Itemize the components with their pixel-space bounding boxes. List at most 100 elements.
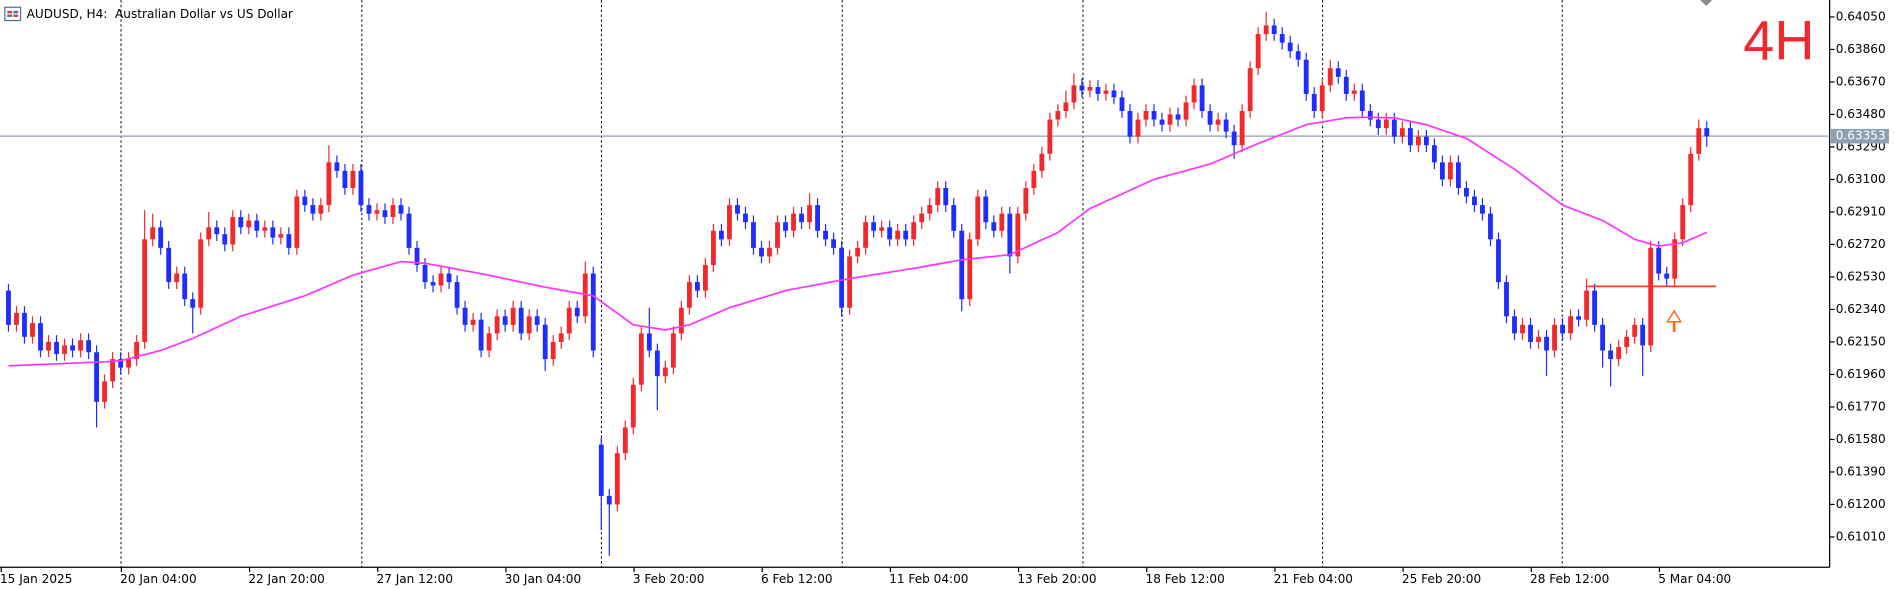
candle-body	[1415, 136, 1421, 146]
candle-body	[1536, 336, 1541, 342]
candle-body	[951, 205, 957, 231]
candle-body	[558, 333, 564, 342]
x-tick-label: 18 Feb 12:00	[1146, 572, 1225, 586]
candle-body	[1391, 119, 1397, 137]
candle-body	[1456, 162, 1461, 188]
candle-body	[1680, 205, 1686, 240]
candle-body	[959, 230, 965, 300]
candle-body	[1255, 34, 1261, 69]
candle-body	[238, 217, 244, 228]
candle-body	[1696, 128, 1702, 154]
candle-body	[1608, 350, 1614, 360]
candle-body	[879, 227, 885, 231]
candle-body	[975, 196, 981, 240]
candle-body	[366, 205, 372, 214]
x-tick-label: 3 Feb 20:00	[633, 572, 705, 586]
candle-body	[1279, 34, 1285, 43]
candle-body	[478, 319, 484, 351]
candle-body	[142, 239, 148, 342]
candle-body	[166, 247, 172, 283]
candle-body	[1167, 114, 1173, 125]
x-tick-label: 27 Jan 12:00	[377, 572, 454, 586]
candle-body	[102, 381, 108, 402]
candle-body	[1447, 162, 1453, 180]
candle-body	[1199, 85, 1205, 112]
y-tick-label: 0.64050	[1836, 9, 1886, 23]
candle-body	[999, 213, 1005, 231]
candle-body	[1175, 114, 1181, 120]
candle-body	[486, 333, 492, 351]
candle-body	[1351, 90, 1357, 94]
y-tick-label: 0.63670	[1836, 74, 1886, 88]
candle-body	[30, 323, 35, 337]
candle-body	[502, 316, 508, 325]
candle-body	[1439, 162, 1445, 180]
candle-body	[1656, 247, 1662, 274]
candle-body	[1375, 119, 1381, 129]
candle-body	[574, 307, 580, 317]
candle-body	[198, 239, 204, 308]
candle-body	[430, 282, 436, 286]
candle-body	[150, 227, 156, 240]
candle-body	[398, 205, 404, 214]
candle-body	[110, 359, 116, 382]
x-tick-label: 25 Feb 20:00	[1402, 572, 1481, 586]
candle-body	[1127, 111, 1133, 137]
candle-body	[174, 273, 180, 283]
x-tick-label: 6 Feb 12:00	[761, 572, 833, 586]
candle-body	[895, 230, 901, 240]
y-tick-label: 0.61200	[1836, 497, 1886, 511]
candle-body	[694, 282, 700, 291]
candle-body	[46, 341, 51, 351]
candle-body	[206, 227, 212, 240]
candle-body	[1231, 131, 1237, 146]
candle-body	[566, 307, 572, 334]
candle-body	[1592, 290, 1598, 325]
candle-body	[654, 350, 660, 377]
candle-body	[1023, 187, 1029, 214]
candle-body	[911, 222, 917, 240]
y-tick-label: 0.63480	[1836, 107, 1886, 121]
candle-body	[1672, 239, 1678, 279]
x-tick-label: 21 Feb 04:00	[1274, 572, 1353, 586]
candle-body	[927, 205, 933, 214]
candle-body	[855, 247, 861, 257]
candle-body	[1103, 90, 1109, 94]
candle-body	[390, 205, 396, 218]
candle-body	[134, 341, 140, 360]
candle-body	[470, 319, 476, 325]
candle-body	[494, 316, 500, 334]
y-tick-label: 0.61770	[1836, 399, 1886, 413]
candle-body	[711, 230, 716, 265]
candle-body	[887, 227, 893, 240]
candle-body	[350, 170, 356, 188]
candle-body	[743, 213, 748, 223]
candle-body	[510, 307, 516, 325]
candle-body	[1191, 85, 1197, 103]
candle-body	[270, 227, 276, 238]
candle-body	[630, 384, 636, 428]
candle-body	[118, 359, 124, 368]
timeframe-annotation: 4H	[1743, 9, 1814, 71]
x-tick-label: 22 Jan 20:00	[248, 572, 325, 586]
candle-body	[54, 341, 59, 354]
candle-body	[799, 213, 804, 223]
candle-body	[462, 307, 468, 325]
candle-body	[791, 213, 796, 231]
candle-body	[1047, 119, 1053, 154]
x-tick-label: 28 Feb 12:00	[1530, 572, 1609, 586]
candle-body	[727, 205, 732, 240]
candle-body	[230, 217, 236, 245]
candle-body	[646, 333, 652, 351]
candle-body	[294, 196, 300, 248]
candle-body	[550, 341, 556, 360]
current-price-label: 0.63353	[1836, 129, 1886, 143]
candle-body	[78, 340, 83, 351]
candle-body	[1295, 51, 1301, 60]
candle-body	[1359, 90, 1365, 112]
x-tick-label: 13 Feb 20:00	[1017, 572, 1096, 586]
candle-body	[6, 290, 11, 325]
candle-body	[967, 239, 973, 300]
candle-body	[1431, 145, 1437, 163]
